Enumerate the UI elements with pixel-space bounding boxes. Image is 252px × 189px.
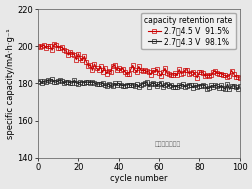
X-axis label: cycle number: cycle number [110, 174, 167, 184]
Y-axis label: specific capacity/mA·h·g⁻¹: specific capacity/mA·h·g⁻¹ [6, 28, 15, 139]
Text: 福建科学与技术: 福建科学与技术 [154, 141, 180, 147]
Legend: 2.7～4.5 V  91.5%, 2.7～4.3 V  98.1%: 2.7～4.5 V 91.5%, 2.7～4.3 V 98.1% [141, 13, 235, 49]
